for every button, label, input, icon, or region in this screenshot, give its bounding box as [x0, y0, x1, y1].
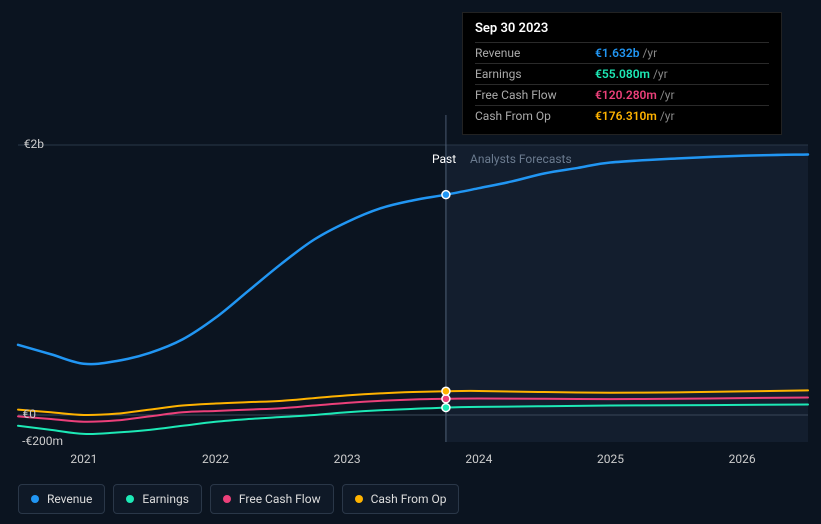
legend-dot-icon	[31, 495, 39, 503]
marker-revenue	[442, 191, 450, 199]
chart-legend: Revenue Earnings Free Cash Flow Cash From O…	[18, 484, 459, 514]
y-axis-label: -€200m	[0, 434, 63, 448]
x-axis-label: 2023	[334, 452, 361, 466]
legend-label: Revenue	[47, 492, 92, 506]
legend-item-revenue[interactable]: Revenue	[18, 484, 105, 514]
tooltip-metric-suffix: /yr	[660, 88, 675, 102]
marker-earnings	[442, 404, 450, 412]
legend-label: Earnings	[142, 492, 189, 506]
legend-dot-icon	[126, 495, 134, 503]
legend-item-fcf[interactable]: Free Cash Flow	[210, 484, 334, 514]
legend-dot-icon	[355, 495, 363, 503]
tooltip-row: Free Cash Flow€120.280m/yr	[475, 84, 769, 105]
marker-fcf	[442, 395, 450, 403]
legend-label: Free Cash Flow	[239, 492, 321, 506]
x-axis-label: 2021	[70, 452, 97, 466]
financials-chart: €2b €0 -€200m 2021 2022 2023 2024 2025 2026 Pas…	[0, 0, 821, 524]
tooltip-metric-label: Revenue	[475, 46, 595, 60]
tooltip-metric-label: Free Cash Flow	[475, 88, 595, 102]
tooltip-metric-value: €120.280m	[595, 88, 657, 102]
legend-label: Cash From Op	[371, 492, 447, 506]
tooltip-metric-suffix: /yr	[653, 67, 668, 81]
y-axis-label: €2b	[0, 137, 44, 151]
y-axis-label: €0	[0, 407, 36, 421]
legend-item-earnings[interactable]: Earnings	[113, 484, 202, 514]
tooltip-metric-value: €176.310m	[595, 109, 657, 123]
past-section-label: Past	[432, 152, 456, 166]
legend-item-cfo[interactable]: Cash From Op	[342, 484, 460, 514]
tooltip-row: Revenue€1.632b/yr	[475, 42, 769, 63]
tooltip-metric-label: Cash From Op	[475, 109, 595, 123]
x-axis-label: 2026	[729, 452, 756, 466]
tooltip-metric-value: €1.632b	[595, 46, 639, 60]
forecast-section-label: Analysts Forecasts	[470, 152, 572, 166]
marker-cfo	[442, 387, 450, 395]
x-axis-label: 2024	[465, 452, 492, 466]
tooltip-date: Sep 30 2023	[475, 21, 769, 36]
tooltip-metric-suffix: /yr	[642, 46, 657, 60]
tooltip-row: Cash From Op€176.310m/yr	[475, 105, 769, 126]
chart-tooltip: Sep 30 2023 Revenue€1.632b/yrEarnings€55…	[462, 12, 782, 135]
tooltip-metric-label: Earnings	[475, 67, 595, 81]
x-axis-label: 2022	[202, 452, 229, 466]
x-axis-label: 2025	[597, 452, 624, 466]
legend-dot-icon	[223, 495, 231, 503]
tooltip-row: Earnings€55.080m/yr	[475, 63, 769, 84]
tooltip-metric-suffix: /yr	[660, 109, 675, 123]
tooltip-metric-value: €55.080m	[595, 67, 650, 81]
